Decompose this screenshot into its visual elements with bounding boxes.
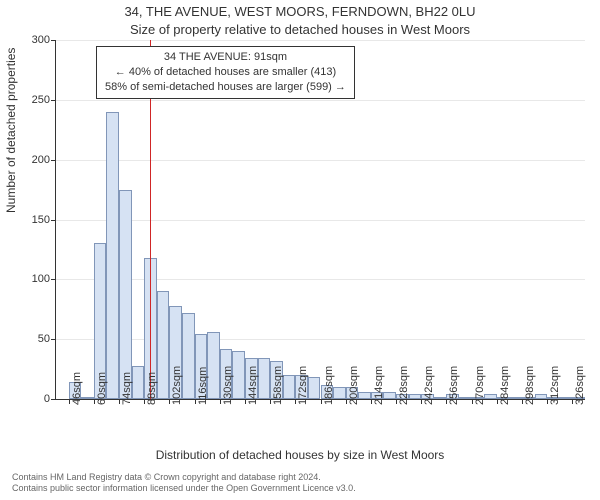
x-tick-label: 214sqm: [373, 366, 385, 405]
x-tick-mark: [245, 399, 246, 404]
histogram-bar: [81, 397, 94, 399]
x-tick-label: 242sqm: [423, 366, 435, 405]
annotation-line3: 58% of semi-detached houses are larger (…: [105, 80, 346, 95]
x-tick-label: 88sqm: [146, 372, 158, 405]
annotation-line2: ← 40% of detached houses are smaller (41…: [105, 65, 346, 80]
histogram-bar: [157, 291, 170, 399]
y-tick-mark: [51, 339, 56, 340]
x-tick-mark: [220, 399, 221, 404]
x-tick-mark: [119, 399, 120, 404]
gridline: [56, 100, 585, 101]
histogram-bar: [560, 397, 573, 399]
footer-line1: Contains HM Land Registry data © Crown c…: [12, 472, 356, 483]
x-tick-mark: [522, 399, 523, 404]
histogram-bar: [358, 392, 371, 399]
histogram-bar: [132, 366, 145, 400]
histogram-bar: [509, 397, 522, 399]
x-tick-label: 60sqm: [96, 372, 108, 405]
y-tick-mark: [51, 40, 56, 41]
x-tick-label: 102sqm: [171, 366, 183, 405]
x-tick-label: 256sqm: [448, 366, 460, 405]
x-axis-label: Distribution of detached houses by size …: [0, 448, 600, 462]
x-tick-label: 172sqm: [297, 366, 309, 405]
x-tick-label: 200sqm: [348, 366, 360, 405]
x-tick-label: 312sqm: [549, 366, 561, 405]
x-tick-label: 228sqm: [398, 366, 410, 405]
x-tick-mark: [371, 399, 372, 404]
footer-attribution: Contains HM Land Registry data © Crown c…: [12, 472, 356, 495]
histogram-bar: [383, 392, 396, 399]
chart-container: 34, THE AVENUE, WEST MOORS, FERNDOWN, BH…: [0, 0, 600, 500]
histogram-bar: [409, 394, 422, 399]
x-tick-label: 186sqm: [323, 366, 335, 405]
gridline: [56, 160, 585, 161]
x-tick-mark: [94, 399, 95, 404]
y-tick-mark: [51, 399, 56, 400]
annotation-line1: 34 THE AVENUE: 91sqm: [105, 50, 346, 65]
x-tick-label: 116sqm: [197, 367, 209, 405]
histogram-bar: [258, 358, 271, 399]
histogram-bar: [207, 332, 220, 399]
x-tick-label: 284sqm: [499, 366, 511, 405]
histogram-bar: [283, 375, 296, 399]
x-tick-label: 46sqm: [71, 372, 83, 405]
x-tick-mark: [144, 399, 145, 404]
x-tick-mark: [195, 399, 196, 404]
gridline: [56, 40, 585, 41]
reference-annotation: 34 THE AVENUE: 91sqm ← 40% of detached h…: [96, 46, 355, 99]
footer-line2: Contains public sector information licen…: [12, 483, 356, 494]
x-tick-label: 270sqm: [474, 366, 486, 405]
x-tick-mark: [69, 399, 70, 404]
y-axis-label: Number of detached properties: [4, 48, 18, 213]
x-tick-mark: [472, 399, 473, 404]
histogram-bar: [484, 394, 497, 399]
y-tick-mark: [51, 279, 56, 280]
histogram-bar: [434, 397, 447, 399]
x-tick-label: 158sqm: [272, 366, 284, 405]
histogram-bar: [182, 313, 195, 399]
x-tick-mark: [396, 399, 397, 404]
x-tick-label: 144sqm: [247, 366, 259, 405]
y-tick-mark: [51, 100, 56, 101]
histogram-bar: [459, 397, 472, 399]
y-tick-mark: [51, 160, 56, 161]
histogram-bar: [232, 351, 245, 399]
x-tick-label: 326sqm: [574, 366, 586, 405]
chart-title-line2: Size of property relative to detached ho…: [0, 22, 600, 37]
gridline: [56, 339, 585, 340]
x-tick-label: 130sqm: [222, 366, 234, 405]
gridline: [56, 279, 585, 280]
x-tick-label: 298sqm: [524, 366, 536, 405]
x-tick-mark: [270, 399, 271, 404]
histogram-bar: [119, 190, 132, 399]
gridline: [56, 220, 585, 221]
x-tick-mark: [321, 399, 322, 404]
y-tick-mark: [51, 220, 56, 221]
x-tick-mark: [346, 399, 347, 404]
x-tick-mark: [497, 399, 498, 404]
histogram-bar: [308, 377, 321, 399]
x-tick-label: 74sqm: [121, 372, 133, 405]
chart-title-line1: 34, THE AVENUE, WEST MOORS, FERNDOWN, BH…: [0, 4, 600, 19]
histogram-bar: [106, 112, 119, 399]
histogram-bar: [535, 394, 548, 399]
plot-area: 05010015020025030046sqm60sqm74sqm88sqm10…: [55, 40, 585, 400]
